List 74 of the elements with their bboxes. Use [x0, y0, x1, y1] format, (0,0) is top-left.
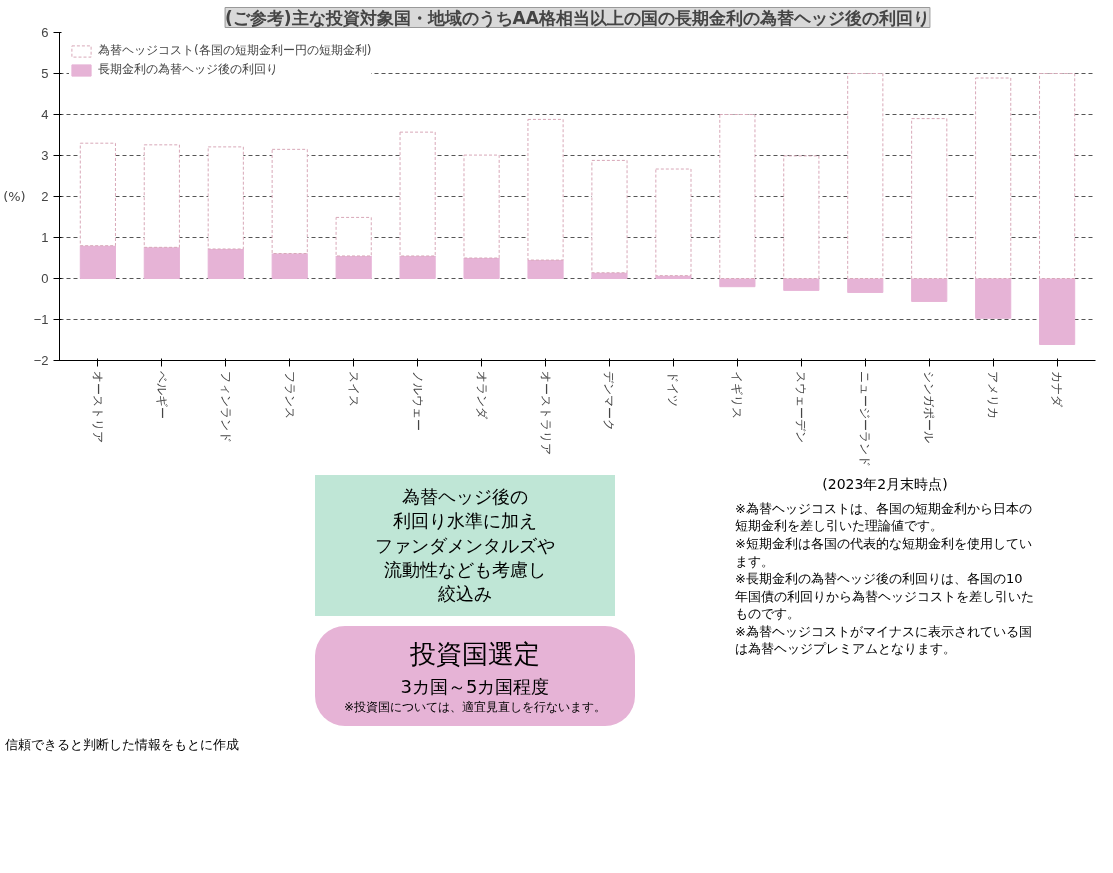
legend-label: 為替ヘッジコスト(各国の短期金利ー円の短期金利) [98, 42, 372, 59]
bar [271, 148, 308, 254]
y-tick-label: −2 [33, 353, 49, 368]
bar [335, 216, 372, 257]
text: ※長期金利の為替ヘッジ後の利回りは、各国の10年国債の利回りから為替ヘッジコストを差し引いたものです。 [735, 570, 1035, 623]
y-axis-title: (%) [3, 189, 26, 204]
bar [207, 146, 244, 250]
legend-label: 長期金利の為替ヘッジ後の利回り [98, 61, 278, 78]
text: 為替ヘッジ後の [401, 485, 529, 509]
x-tick-label: フィンランド [218, 371, 233, 444]
y-tick-label: 4 [41, 107, 49, 122]
bar [271, 252, 308, 279]
x-tick-label: ドイツ [666, 371, 681, 408]
bar [463, 154, 500, 259]
x-tick-label: ベルギー [154, 371, 169, 420]
bar [79, 245, 116, 279]
bar [143, 246, 180, 279]
bar [527, 118, 564, 261]
bar [527, 259, 564, 279]
bar [1039, 278, 1076, 346]
text: ※為替ヘッジコストがマイナスに表示されている国は為替ヘッジプレミアムとなります。 [735, 622, 1033, 658]
x-tick-label: ニュージーランド [858, 371, 873, 468]
chart-title: (ご参考)主な投資対象国・地域のうちAA格相当以上の国の長期金利の為替ヘッジ後の利回り [225, 7, 930, 28]
y-tick-label: 1 [41, 230, 49, 245]
bar [911, 118, 948, 279]
bar [399, 131, 436, 257]
bar [975, 77, 1012, 279]
text: 信頼できると判断した情報をもとに作成 [5, 736, 239, 755]
text: 流動性なども考慮し [383, 557, 547, 582]
x-tick-label: イギリス [730, 371, 745, 420]
y-tick-label: −1 [33, 312, 49, 327]
text: 3カ国～5カ国程度 [399, 674, 551, 699]
bar [847, 278, 884, 293]
text: ※投資国については、適宜見直しを行ないます。 [342, 699, 608, 717]
bar [655, 168, 692, 277]
bar [1039, 73, 1076, 279]
x-tick-label: アメリカ [986, 371, 1001, 420]
bar [783, 155, 820, 279]
bar [143, 144, 180, 248]
text: 投資国選定 [409, 638, 541, 672]
x-tick-label: オランダ [474, 371, 489, 421]
y-tick-label: 5 [41, 66, 49, 81]
bar [79, 142, 116, 247]
x-tick-label: オーストラリア [538, 371, 553, 456]
text: (2023年2月末時点) [821, 475, 949, 494]
bar [399, 255, 436, 279]
x-tick-label: スウェーデン [794, 371, 809, 444]
y-tick-label: 3 [41, 148, 49, 163]
text: 利回り水準に加え [392, 509, 538, 534]
x-tick-label: デンマーク [602, 371, 617, 432]
bar [591, 272, 628, 279]
bar [207, 248, 244, 279]
bar [335, 255, 372, 279]
bar [591, 159, 628, 274]
bar [975, 278, 1012, 319]
bar [911, 278, 948, 302]
bar [847, 73, 884, 279]
bar [783, 278, 820, 291]
y-tick-label: 2 [41, 189, 49, 204]
x-tick-label: フランス [282, 371, 297, 420]
bar [463, 257, 500, 279]
x-tick-label: シンガポール [922, 371, 937, 444]
bar [719, 278, 756, 288]
x-tick-label: カナダ [1050, 371, 1065, 409]
x-tick-label: スイス [346, 371, 361, 408]
x-tick-label: オーストリア [90, 371, 105, 444]
y-tick-label: 0 [41, 271, 49, 286]
text: ※短期金利は各国の代表的な短期金利を使用しています。 [735, 535, 1033, 571]
bar [719, 114, 756, 279]
x-tick-label: ノルウェー [410, 371, 425, 432]
y-tick-label: 6 [41, 25, 49, 40]
text: 絞込み [437, 582, 493, 607]
text: ※為替ヘッジコストは、各国の短期金利から日本の短期金利を差し引いた理論値です。 [735, 499, 1033, 535]
text: ファンダメンタルズや [374, 533, 556, 558]
